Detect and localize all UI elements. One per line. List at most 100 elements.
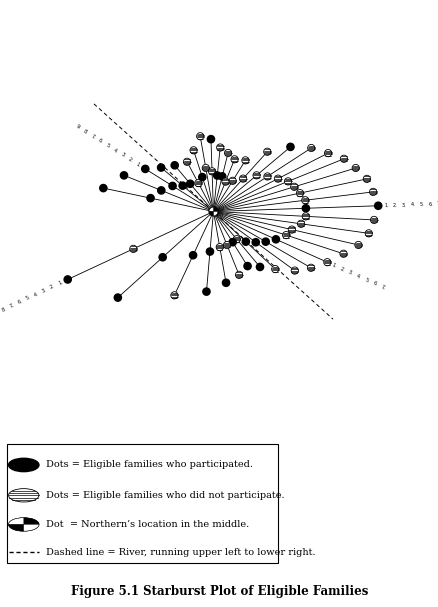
Circle shape [286, 143, 293, 151]
Circle shape [229, 239, 236, 246]
Text: 6,: 6, [97, 138, 104, 144]
Circle shape [364, 229, 371, 237]
Text: 7,: 7, [90, 133, 96, 140]
Circle shape [282, 231, 289, 239]
Text: 2,: 2, [339, 266, 345, 273]
Circle shape [8, 489, 39, 502]
Circle shape [288, 226, 295, 233]
Text: 3,: 3, [401, 202, 406, 208]
Text: 5,: 5, [418, 202, 423, 207]
Circle shape [208, 207, 217, 216]
Circle shape [8, 518, 39, 531]
Circle shape [297, 220, 304, 228]
Circle shape [183, 158, 190, 166]
Circle shape [339, 250, 346, 257]
Text: Figure 5.1 Starburst Plot of Eligible Families: Figure 5.1 Starburst Plot of Eligible Fa… [71, 585, 367, 599]
Circle shape [213, 172, 220, 179]
Circle shape [239, 175, 246, 182]
Circle shape [301, 212, 309, 220]
Circle shape [252, 172, 260, 179]
Circle shape [224, 149, 231, 157]
Circle shape [221, 178, 229, 185]
Circle shape [114, 294, 121, 301]
Circle shape [302, 205, 309, 212]
Text: 7,: 7, [436, 201, 438, 206]
Text: 8,: 8, [1, 306, 7, 312]
Circle shape [141, 165, 148, 172]
Text: Dot  = Northern’s location in the middle.: Dot = Northern’s location in the middle. [46, 520, 248, 529]
Circle shape [215, 243, 223, 251]
Circle shape [223, 242, 230, 249]
Circle shape [242, 238, 249, 245]
Circle shape [290, 183, 297, 191]
Circle shape [157, 187, 165, 194]
Circle shape [272, 236, 279, 243]
Circle shape [186, 180, 194, 188]
Text: 7,: 7, [379, 284, 385, 290]
Circle shape [179, 182, 186, 189]
Text: 1,: 1, [135, 161, 141, 168]
Text: 6,: 6, [427, 202, 432, 206]
Circle shape [307, 144, 314, 152]
Circle shape [370, 216, 377, 223]
Circle shape [129, 245, 137, 253]
Text: 6,: 6, [371, 280, 378, 287]
Circle shape [351, 164, 359, 172]
Circle shape [198, 174, 205, 181]
Circle shape [157, 164, 164, 171]
Circle shape [284, 178, 291, 185]
Text: 8,: 8, [82, 129, 89, 135]
Circle shape [196, 133, 203, 140]
Circle shape [324, 149, 331, 157]
Wedge shape [8, 518, 24, 524]
Text: 1,: 1, [57, 280, 64, 286]
Circle shape [290, 267, 298, 274]
Text: 2,: 2, [392, 203, 396, 208]
Circle shape [189, 252, 196, 259]
Circle shape [222, 279, 229, 287]
Text: 4,: 4, [355, 273, 361, 279]
Circle shape [233, 236, 240, 243]
Wedge shape [213, 211, 217, 216]
Circle shape [241, 157, 248, 164]
Circle shape [170, 292, 177, 299]
Circle shape [99, 185, 107, 192]
Circle shape [206, 248, 213, 255]
Text: 1,: 1, [383, 203, 388, 208]
Circle shape [307, 264, 314, 271]
Circle shape [271, 265, 278, 273]
Text: 6,: 6, [17, 298, 24, 305]
Wedge shape [24, 524, 39, 531]
Circle shape [354, 242, 361, 249]
Text: Dashed line = River, running upper left to lower right.: Dashed line = River, running upper left … [46, 548, 315, 557]
Circle shape [147, 194, 154, 202]
Circle shape [256, 263, 263, 271]
Circle shape [207, 135, 214, 143]
Circle shape [263, 148, 270, 155]
Text: 5,: 5, [105, 143, 112, 149]
Circle shape [8, 458, 39, 472]
Circle shape [339, 155, 347, 163]
Circle shape [263, 173, 270, 180]
Text: Dots = Eligible families who did not participate.: Dots = Eligible families who did not par… [46, 491, 284, 500]
Circle shape [235, 271, 242, 279]
Wedge shape [24, 518, 39, 524]
Circle shape [229, 177, 236, 185]
Wedge shape [208, 207, 213, 211]
FancyBboxPatch shape [7, 444, 278, 563]
Circle shape [194, 180, 201, 187]
Text: Dots = Eligible families who participated.: Dots = Eligible families who participate… [46, 461, 252, 469]
Text: 4,: 4, [410, 202, 414, 207]
Text: 3,: 3, [347, 270, 353, 276]
Text: 5,: 5, [25, 294, 32, 301]
Wedge shape [8, 524, 24, 531]
Text: 2,: 2, [49, 283, 56, 290]
Circle shape [244, 262, 251, 270]
Text: 5,: 5, [363, 277, 369, 283]
Circle shape [362, 175, 370, 183]
Text: 4,: 4, [33, 291, 39, 297]
Text: 4,: 4, [113, 148, 119, 154]
Circle shape [171, 161, 178, 169]
Text: 3,: 3, [120, 152, 127, 158]
Circle shape [230, 155, 238, 163]
